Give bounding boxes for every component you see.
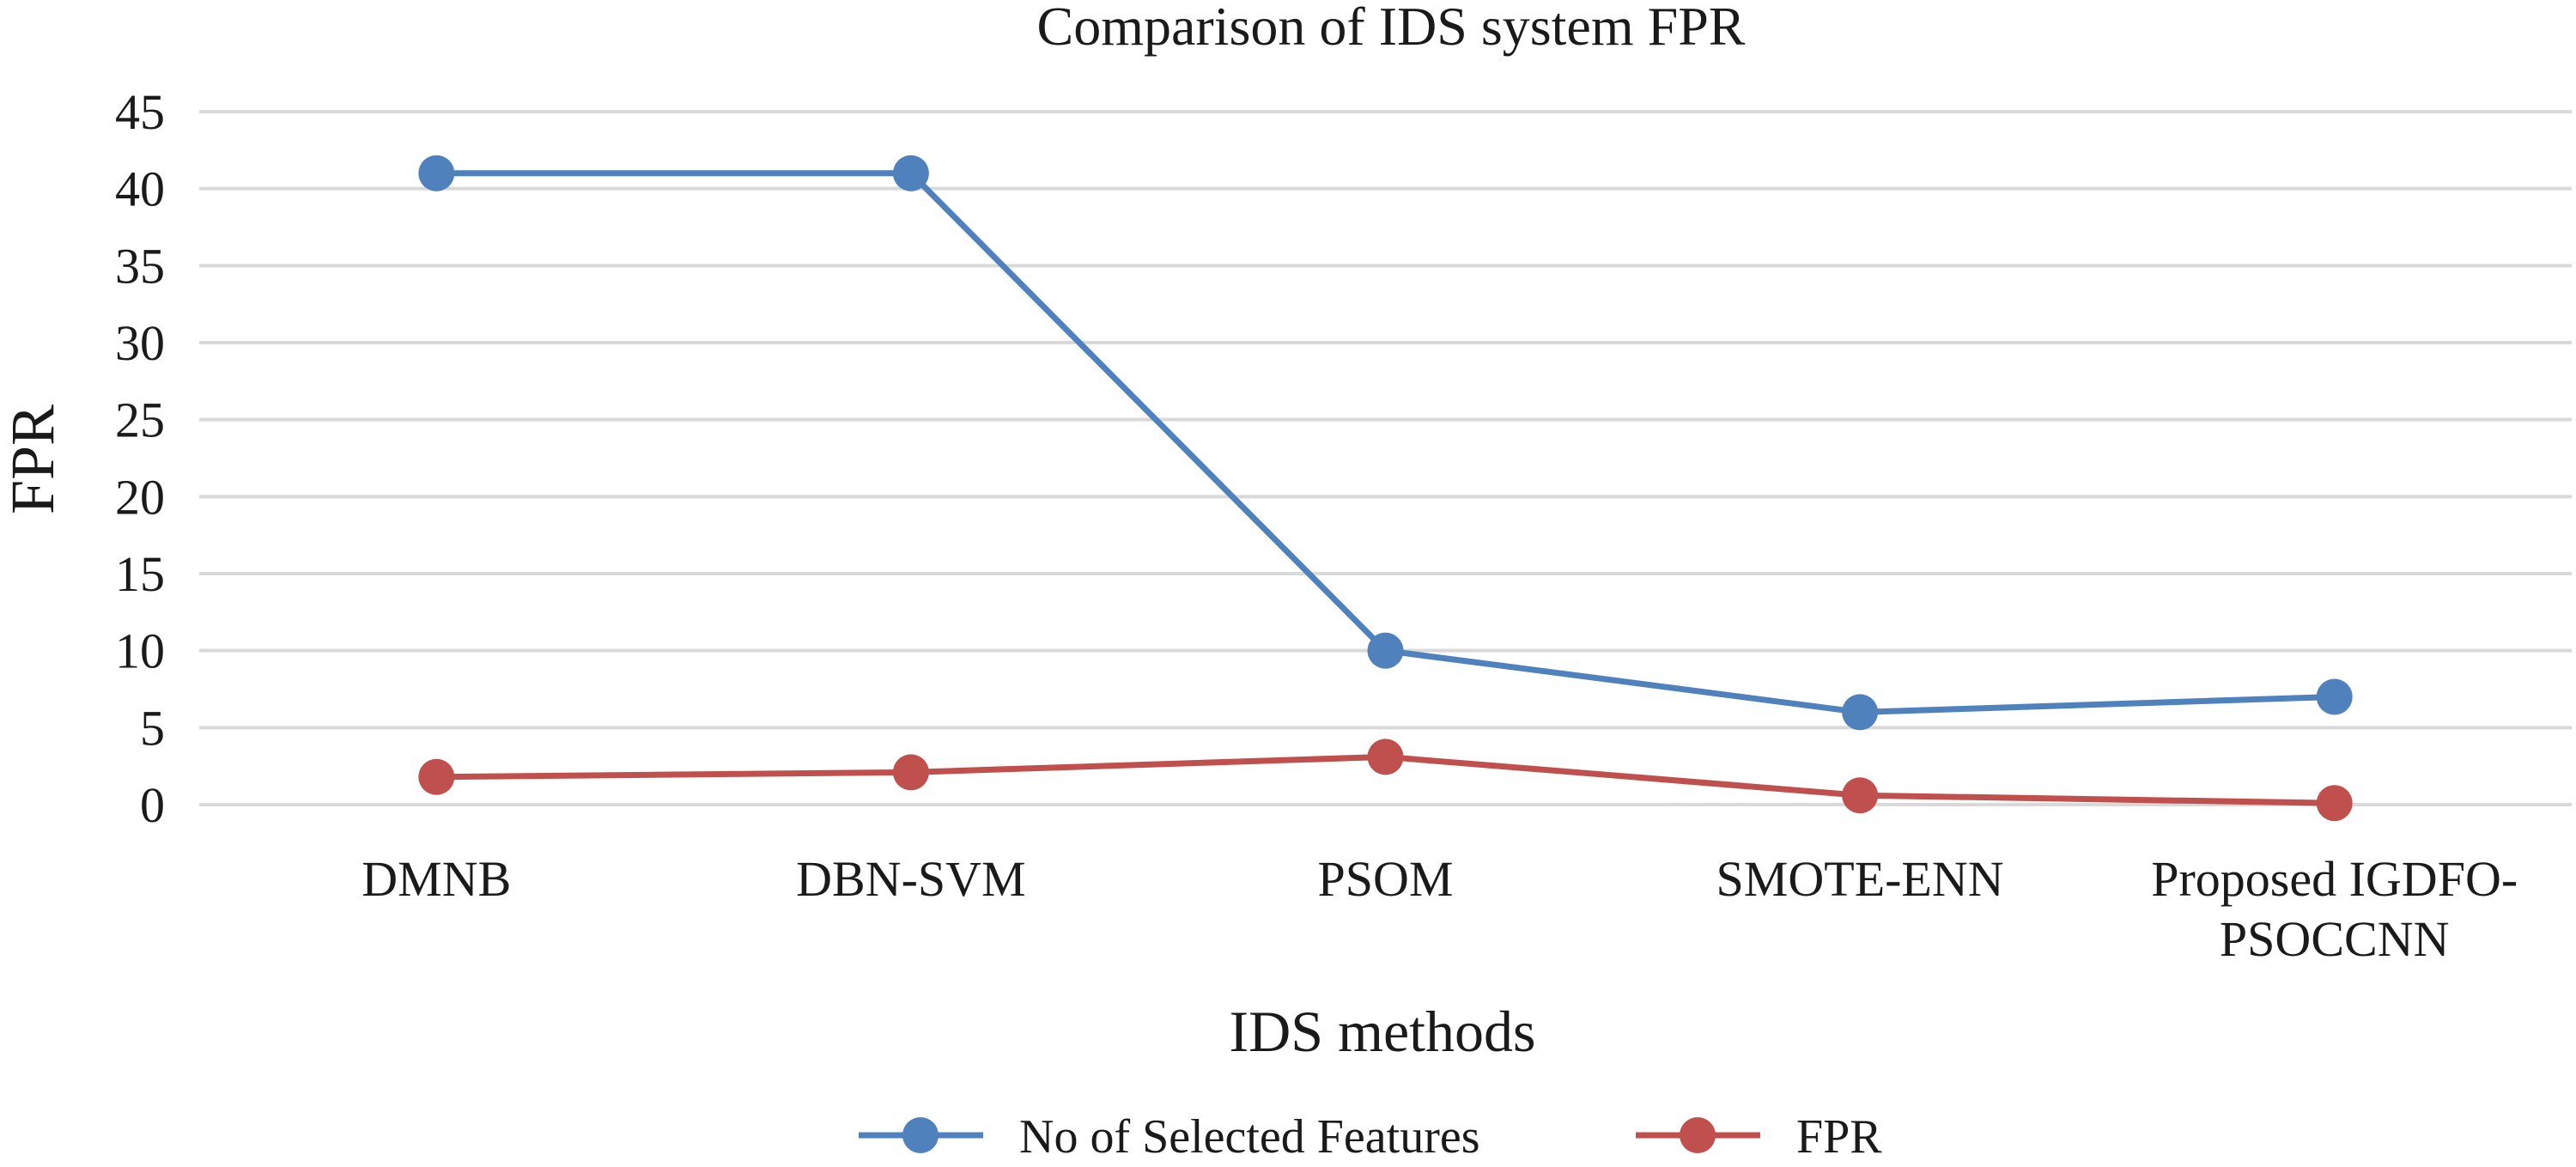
y-tick-label: 45 bbox=[115, 84, 165, 140]
x-tick-label: DMNB bbox=[361, 851, 511, 907]
data-point bbox=[1842, 777, 1879, 814]
y-tick-label: 5 bbox=[140, 700, 165, 756]
x-tick-label: DBN-SVM bbox=[796, 851, 1026, 907]
x-tick-label-line: PSOCCNN bbox=[2220, 911, 2450, 967]
y-tick-label: 0 bbox=[140, 777, 165, 833]
y-tick-label: 10 bbox=[115, 623, 165, 679]
y-tick-label: 35 bbox=[115, 238, 165, 294]
y-tick-label: 25 bbox=[115, 392, 165, 448]
data-point bbox=[418, 758, 455, 795]
gridlines bbox=[199, 110, 2572, 806]
x-axis-ticks: DMNB DBN-SVM PSOM SMOTE-ENN Proposed IGDFO-P… bbox=[361, 851, 2518, 967]
data-point bbox=[2316, 678, 2353, 715]
data-point bbox=[1367, 632, 1404, 669]
y-tick-label: 15 bbox=[115, 546, 165, 602]
data-point bbox=[418, 155, 455, 191]
x-tick-label-line: PSOM bbox=[1318, 851, 1454, 907]
data-point bbox=[1842, 694, 1879, 731]
series-0 bbox=[418, 155, 2353, 731]
x-tick-label-line: SMOTE-ENN bbox=[1716, 851, 2004, 907]
data-point bbox=[1367, 738, 1404, 775]
legend: No of Selected Features FPR bbox=[859, 1110, 1882, 1164]
y-axis-ticks: 0 5 10 15 20 25 30 35 40 45 bbox=[115, 84, 165, 833]
x-tick-label-line: DMNB bbox=[361, 851, 511, 907]
series-layer bbox=[418, 155, 2353, 822]
x-tick-label: Proposed IGDFO-PSOCCNN bbox=[2151, 851, 2518, 967]
data-point bbox=[892, 155, 929, 191]
legend-label: FPR bbox=[1796, 1110, 1882, 1164]
data-point bbox=[2316, 785, 2353, 822]
x-tick-label: PSOM bbox=[1318, 851, 1454, 907]
y-axis-label: FPR bbox=[0, 404, 67, 514]
legend-item: No of Selected Features bbox=[859, 1110, 1479, 1164]
y-tick-label: 40 bbox=[115, 161, 165, 217]
x-tick-label-line: Proposed IGDFO- bbox=[2151, 851, 2518, 907]
legend-marker-icon bbox=[1680, 1117, 1716, 1153]
x-tick-label-line: DBN-SVM bbox=[796, 851, 1026, 907]
chart-title: Comparison of IDS system FPR bbox=[1037, 0, 1746, 57]
data-point bbox=[892, 754, 929, 791]
x-axis-label: IDS methods bbox=[1230, 999, 1536, 1064]
x-tick-label: SMOTE-ENN bbox=[1716, 851, 2004, 907]
legend-marker-icon bbox=[902, 1117, 939, 1153]
y-tick-label: 20 bbox=[115, 469, 165, 525]
y-tick-label: 30 bbox=[115, 315, 165, 371]
series-line bbox=[436, 170, 2335, 715]
legend-label: No of Selected Features bbox=[1019, 1110, 1479, 1164]
legend-item: FPR bbox=[1636, 1110, 1882, 1164]
series-1 bbox=[418, 738, 2353, 822]
